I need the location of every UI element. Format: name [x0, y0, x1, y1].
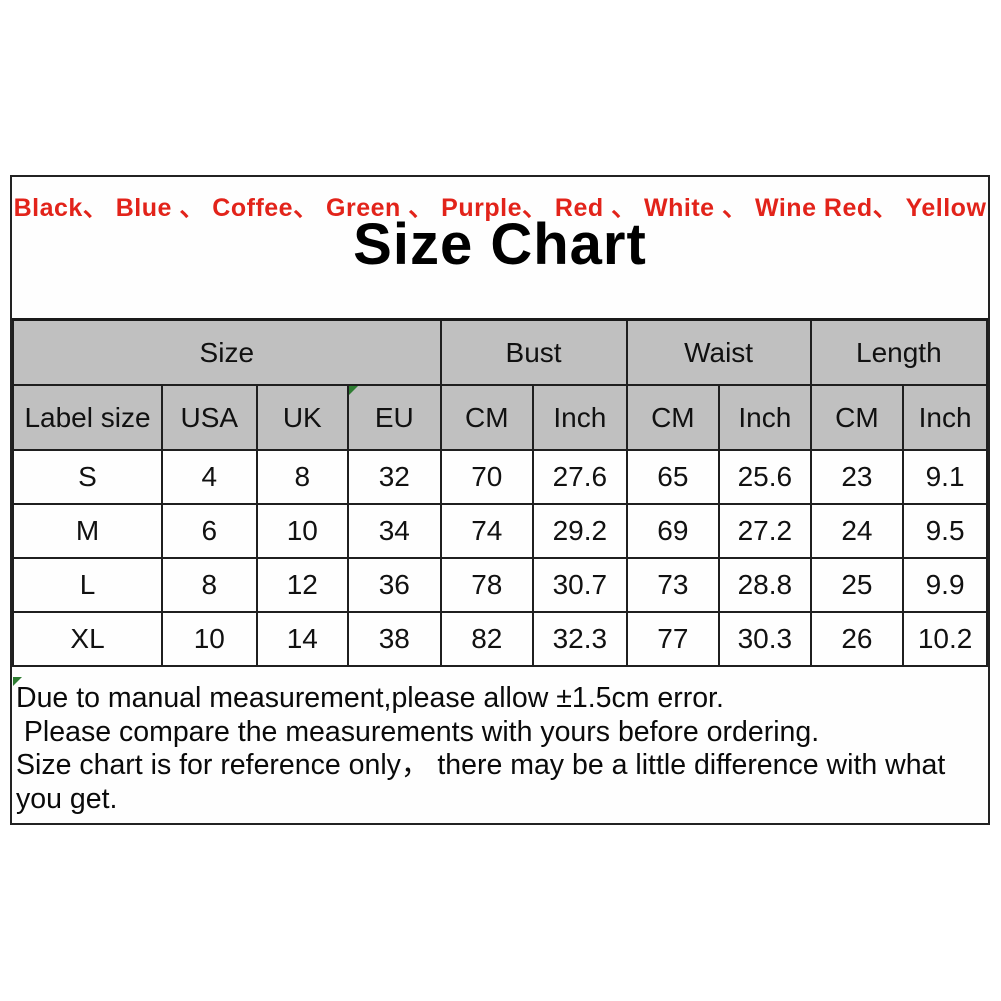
group-header-length: Length [809, 318, 989, 386]
table-cell: 38 [347, 611, 442, 667]
table-cell: 9.5 [902, 503, 988, 559]
size-chart-panel: Black、 Blue 、 Coffee、 Green 、 Purple、 Re… [10, 175, 990, 825]
page-title: Size Chart [353, 212, 647, 277]
table-cell: M [11, 503, 164, 559]
table-cell: 4 [161, 449, 258, 505]
table-cell: 74 [439, 503, 535, 559]
table-cell: 9.9 [902, 557, 988, 613]
table-cell: 82 [439, 611, 535, 667]
table-cell: 73 [625, 557, 721, 613]
column-header-label-size: Label size [11, 384, 164, 451]
table-column-header-row: Label size USA UK EU CM Inch CM Inch CM … [11, 384, 988, 451]
table-cell: 26 [809, 611, 905, 667]
column-header-usa: USA [161, 384, 258, 451]
green-corner-marker-icon [350, 387, 359, 395]
table-group-header-row: Size Bust Waist Length [12, 318, 989, 386]
table-cell: 78 [439, 557, 535, 613]
color-options-text: Black、 Blue 、 Coffee、 Green 、 Purple、 Re… [13, 194, 987, 222]
table-cell: 14 [255, 611, 350, 667]
table-cell: 36 [347, 557, 442, 613]
measurement-notes: Due to manual measurement,please allow ±… [16, 682, 982, 816]
column-header-waist-inch: Inch [718, 384, 812, 451]
group-header-size: Size [12, 318, 442, 386]
column-header-bust-cm: CM [439, 384, 535, 451]
table-cell: S [11, 449, 164, 505]
column-header-eu: EU [347, 384, 442, 451]
column-header-length-inch: Inch [902, 384, 988, 451]
table-cell: 77 [625, 611, 721, 667]
table-row-s: S 4 8 32 70 27.6 65 25.6 23 9.1 [11, 449, 988, 505]
table-cell: 70 [439, 449, 535, 505]
column-header-eu-label: EU [374, 401, 414, 433]
table-cell: XL [11, 611, 164, 667]
table-cell: 30.3 [718, 611, 812, 667]
table-row-m: M 6 10 34 74 29.2 69 27.2 24 9.5 [11, 503, 988, 559]
table-cell: 24 [809, 503, 905, 559]
table-cell: 32 [347, 449, 442, 505]
column-header-bust-inch: Inch [532, 384, 628, 451]
table-cell: 8 [255, 449, 350, 505]
table-cell: 27.6 [532, 449, 628, 505]
table-cell: 69 [625, 503, 721, 559]
table-row-xl: XL 10 14 38 82 32.3 77 30.3 26 10.2 [11, 611, 988, 667]
note-line: Please compare the measurements with you… [16, 715, 820, 748]
table-cell: 9.1 [902, 449, 988, 505]
table-cell: 32.3 [532, 611, 628, 667]
table-cell: 28.8 [718, 557, 812, 613]
table-cell: 29.2 [532, 503, 628, 559]
note-line: Due to manual measurement,please allow ±… [16, 682, 724, 714]
group-header-bust: Bust [439, 318, 628, 386]
table-cell: 65 [625, 449, 721, 505]
size-table: Size Bust Waist Length Label size USA UK… [11, 318, 989, 667]
column-header-length-cm: CM [809, 384, 905, 451]
table-cell: 10.2 [902, 611, 988, 667]
column-header-uk: UK [255, 384, 350, 451]
table-cell: 12 [255, 557, 350, 613]
table-cell: 8 [161, 557, 258, 613]
table-cell: 27.2 [718, 503, 812, 559]
table-cell: L [11, 557, 164, 613]
table-cell: 23 [809, 449, 905, 505]
column-header-waist-cm: CM [625, 384, 721, 451]
table-cell: 34 [347, 503, 442, 559]
table-cell: 6 [161, 503, 258, 559]
green-corner-marker-icon [13, 677, 22, 686]
table-cell: 25 [809, 557, 905, 613]
table-cell: 10 [255, 503, 350, 559]
table-cell: 10 [161, 611, 258, 667]
group-header-waist: Waist [625, 318, 812, 386]
note-line: Size chart is for reference only， there … [16, 749, 954, 815]
table-row-l: L 8 12 36 78 30.7 73 28.8 25 9.9 [11, 557, 988, 613]
table-cell: 30.7 [532, 557, 628, 613]
table-cell: 25.6 [718, 449, 812, 505]
